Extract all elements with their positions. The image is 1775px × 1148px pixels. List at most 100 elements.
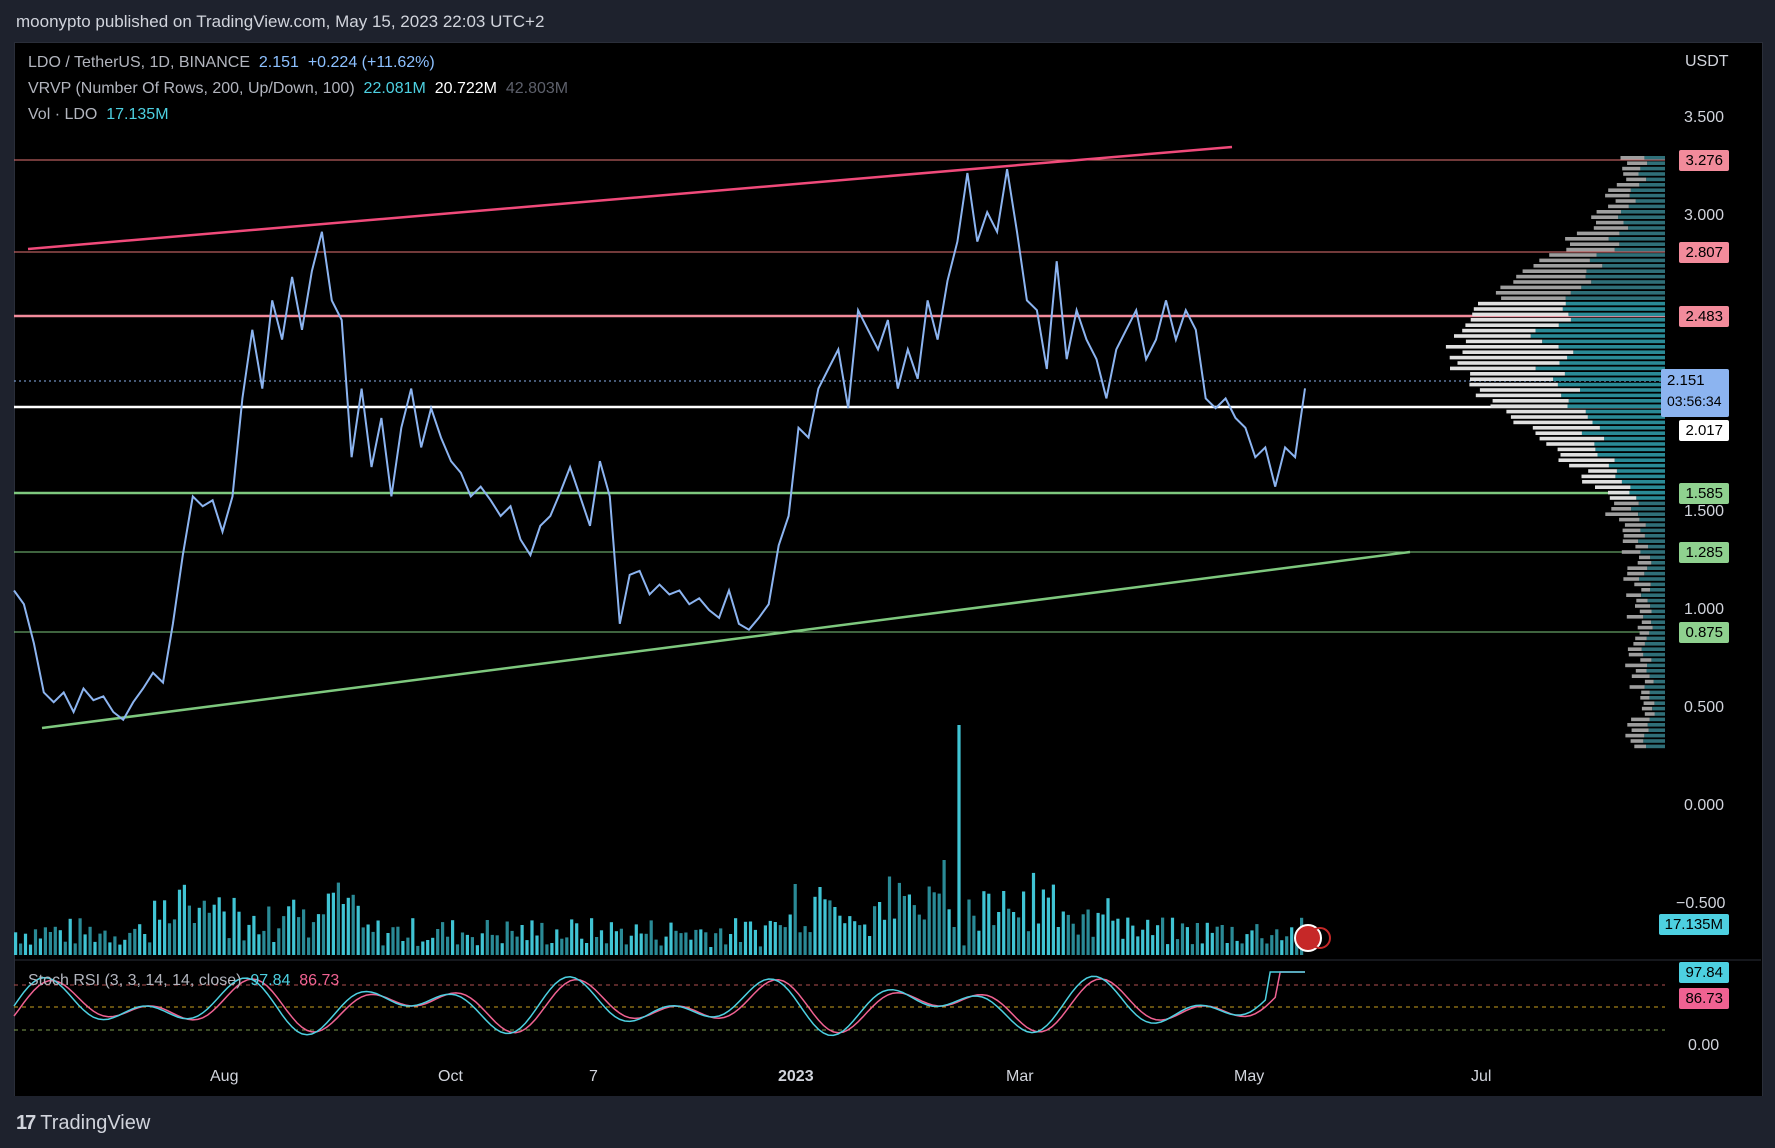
vrvp-up-row xyxy=(1558,323,1665,327)
volume-bar xyxy=(1260,938,1264,955)
volume-bar xyxy=(763,925,767,955)
volume-bar xyxy=(33,929,38,955)
vrvp-up-row xyxy=(1565,301,1665,306)
volume-bar xyxy=(987,893,991,955)
vrvp-up: 22.081M xyxy=(363,80,426,97)
vrvp-up-row xyxy=(1638,539,1665,543)
volume-bar xyxy=(475,945,479,955)
vrvp-down-row xyxy=(1637,561,1652,565)
vrvp-down-row xyxy=(1608,204,1629,209)
volume-bar xyxy=(391,927,395,955)
vrvp-up-row xyxy=(1651,561,1665,565)
vrvp-up-row xyxy=(1647,161,1665,165)
vrvp-down-row xyxy=(1631,717,1650,722)
volume-value: 17.135M xyxy=(106,106,169,123)
vrvp-down-row xyxy=(1620,156,1645,160)
tag-3276: 3.276 xyxy=(1679,150,1729,171)
vrvp-up-row xyxy=(1645,523,1665,527)
vrvp-legend[interactable]: VRVP (Number Of Rows, 200, Up/Down, 100)… xyxy=(28,80,568,98)
vrvp-down-row xyxy=(1510,415,1588,419)
tradingview-logo[interactable]: 17 TradingView xyxy=(16,1112,150,1135)
volume-bar xyxy=(495,935,499,955)
volume-bar xyxy=(570,919,574,955)
volume-bar xyxy=(480,933,484,955)
vrvp-up-row xyxy=(1640,550,1665,554)
tag-stoch-k: 97.84 xyxy=(1679,962,1729,983)
vrvp-up-row xyxy=(1580,388,1665,392)
volume-bar xyxy=(575,923,579,955)
volume-bar xyxy=(917,914,921,955)
tag-last-price-value: 2.151 xyxy=(1667,372,1705,389)
vrvp-down-row xyxy=(1546,442,1595,446)
vrvp-down-row xyxy=(1605,512,1638,516)
vrvp-down-row xyxy=(1640,658,1652,662)
volume-bar xyxy=(371,931,375,955)
volume-bar xyxy=(366,924,370,955)
volume-bar xyxy=(426,940,430,955)
vrvp-up-row xyxy=(1616,469,1665,473)
volume-bar xyxy=(992,925,996,955)
vrvp-down-row xyxy=(1479,388,1580,392)
vrvp-up-row xyxy=(1570,318,1665,322)
vrvp-up-row xyxy=(1599,426,1665,430)
volume-bar xyxy=(455,944,460,955)
vrvp-down-row xyxy=(1470,318,1571,322)
volume-bar xyxy=(148,942,152,955)
volume-bar xyxy=(242,940,246,955)
volume-bar xyxy=(1022,891,1026,955)
vrvp-up-row xyxy=(1558,345,1665,349)
vrvp-down-row xyxy=(1608,490,1630,495)
vrvp-up-row xyxy=(1636,496,1665,500)
vrvp-up-row xyxy=(1614,247,1665,252)
vrvp-up-row xyxy=(1604,436,1665,441)
vrvp-down-row xyxy=(1475,393,1562,398)
volume-bar xyxy=(222,911,226,955)
vrvp-up-row xyxy=(1542,339,1665,344)
tag-last-price: 2.151 03:56:34 xyxy=(1661,369,1729,417)
vrvp-down-row xyxy=(1627,647,1642,651)
resistance-trendline[interactable] xyxy=(27,145,1233,251)
vrvp-up-row xyxy=(1652,706,1665,711)
stoch-legend[interactable]: Stoch RSI (3, 3, 14, 14, close) 97.84 86… xyxy=(28,972,339,990)
vrvp-down-row xyxy=(1490,404,1568,408)
vrvp-down-row xyxy=(1616,183,1640,187)
volume-bar xyxy=(1007,908,1011,955)
volume-bar xyxy=(23,933,28,955)
volume-bar xyxy=(272,942,276,955)
vrvp-up-row xyxy=(1641,647,1665,651)
volume-bar xyxy=(664,936,668,955)
vrvp-up-row xyxy=(1644,733,1665,738)
volume-bar xyxy=(555,929,559,955)
vrvp-down-row xyxy=(1565,237,1609,241)
price-line[interactable] xyxy=(13,168,1306,722)
vrvp-up-row xyxy=(1629,193,1665,198)
volume-bar xyxy=(326,893,330,955)
vrvp-down-row xyxy=(1619,517,1640,522)
vrvp-down-row xyxy=(1532,426,1600,430)
vrvp-up-row xyxy=(1535,366,1665,371)
volume-bar xyxy=(1220,925,1224,955)
vrvp-down-row xyxy=(1626,177,1647,182)
vrvp-down-row xyxy=(1637,625,1653,630)
volume-bar xyxy=(351,894,355,955)
event-flag-icon-2[interactable] xyxy=(1309,927,1331,949)
vrvp-up-row xyxy=(1643,652,1665,657)
volume-histogram xyxy=(14,725,1304,955)
vrvp-down-row xyxy=(1639,609,1652,614)
volume-legend[interactable]: Vol · LDO 17.135M xyxy=(28,106,169,124)
volume-bar xyxy=(1285,936,1289,955)
volume-bar xyxy=(947,909,951,955)
event-flag-icon[interactable] xyxy=(1294,924,1322,952)
volume-bar xyxy=(19,943,23,955)
vrvp-down-row xyxy=(1513,420,1593,425)
volume-bar xyxy=(1230,926,1234,955)
vrvp-up-row xyxy=(1640,166,1665,171)
volume-bar xyxy=(863,924,867,955)
vrvp-down-row xyxy=(1629,685,1645,689)
volume-bar xyxy=(1031,872,1036,955)
volume-bar xyxy=(520,925,524,955)
vrvp-up-row xyxy=(1596,253,1665,257)
vrvp-up-row xyxy=(1585,409,1665,414)
support-trendline[interactable] xyxy=(41,550,1411,730)
